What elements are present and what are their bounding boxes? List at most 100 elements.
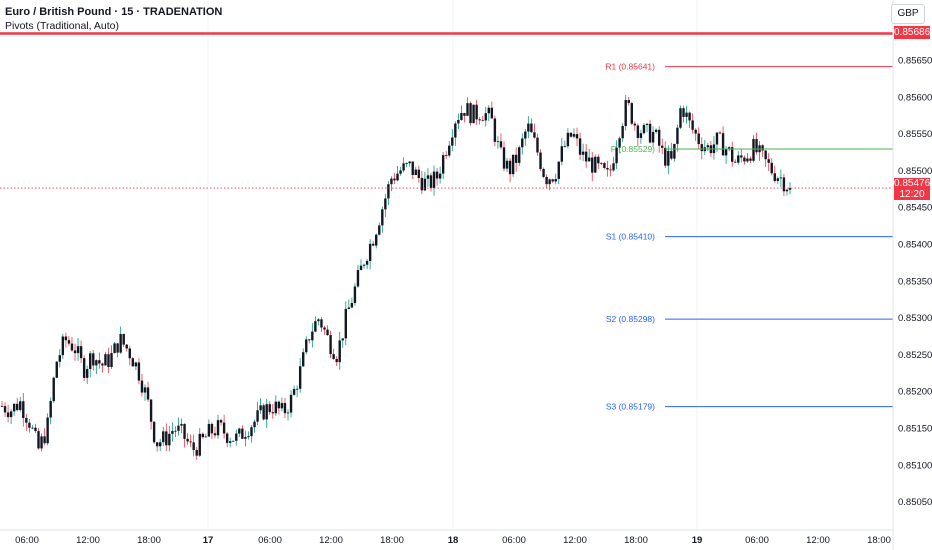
candle [58, 349, 62, 368]
candle [539, 149, 542, 172]
candle [490, 101, 494, 119]
price-tick-label: 0.85350 [898, 276, 932, 287]
currency-button[interactable]: GBP [891, 4, 925, 24]
candle [228, 437, 232, 448]
price-tick-label: 0.85450 [898, 203, 932, 214]
candle [557, 161, 560, 185]
candle [131, 356, 135, 367]
candle [280, 397, 284, 412]
candle [508, 158, 512, 183]
candle [52, 376, 55, 404]
candle [642, 123, 646, 135]
candle [496, 136, 500, 149]
candle [767, 152, 770, 171]
candle [636, 123, 640, 147]
pivot-lines-layer: R1 (0.85641) P (0.85529) S1 (0.85410) S2 (0… [605, 62, 893, 412]
candle [511, 154, 515, 177]
time-tick-label: 06:00 [15, 535, 39, 546]
candle [706, 143, 710, 152]
candle [700, 137, 703, 160]
candle [31, 425, 34, 430]
candle [61, 333, 65, 359]
candle [204, 433, 208, 438]
price-tick-label: 0.85500 [898, 166, 932, 177]
candle [326, 325, 329, 336]
candle [101, 362, 104, 373]
candle [460, 105, 463, 121]
candle [162, 426, 165, 446]
candle [79, 340, 83, 364]
candle [344, 301, 347, 346]
candle [168, 425, 171, 452]
candle [128, 345, 131, 366]
candle [639, 129, 643, 144]
candle [262, 403, 265, 421]
candle [289, 390, 293, 418]
candle [9, 408, 13, 424]
candle [110, 345, 113, 370]
candle [335, 356, 338, 366]
time-tick-label: 06:00 [502, 535, 526, 546]
candle [195, 446, 198, 460]
candle [152, 421, 156, 444]
candle [645, 123, 649, 133]
price-tick-label: 0.85550 [898, 129, 932, 140]
candle [332, 348, 335, 360]
candle [76, 337, 80, 361]
candle [22, 392, 25, 427]
candle [578, 132, 582, 160]
candle [730, 141, 734, 167]
candle [654, 128, 658, 134]
candle [740, 149, 743, 163]
candle [484, 106, 487, 127]
candle [177, 417, 180, 436]
day-tick-label: 19 [692, 535, 703, 546]
candle [688, 111, 691, 128]
candle [694, 128, 697, 141]
bar-countdown: 12:20 [899, 189, 925, 200]
candle [587, 148, 591, 162]
candle [353, 283, 357, 306]
candle [256, 401, 259, 426]
candle [302, 348, 305, 368]
candle [685, 105, 688, 124]
candle [192, 434, 195, 457]
chart-legend: Euro / British Pound · 15 · TRADENATION … [5, 6, 222, 33]
candle [232, 440, 235, 442]
chart-grid [207, 0, 698, 530]
time-tick-label: 18:00 [624, 535, 648, 546]
candle [378, 222, 381, 236]
candle [399, 166, 402, 176]
candle [405, 162, 408, 168]
candle [368, 239, 372, 270]
candle [159, 438, 162, 452]
candle [782, 173, 786, 197]
candle [268, 401, 271, 415]
candle [597, 154, 600, 170]
candle [493, 115, 497, 147]
candle [82, 355, 86, 382]
candle [633, 121, 637, 131]
candle [502, 141, 506, 172]
candle [445, 151, 448, 159]
candle [670, 142, 673, 161]
time-tick-label: 18:00 [137, 535, 161, 546]
candle [286, 409, 290, 421]
candle [216, 414, 220, 439]
candle [37, 428, 40, 450]
candle [749, 156, 752, 164]
time-axis: 06:00 12:00 18:00 17 06:00 12:00 18:00 18 06:00 1… [0, 529, 893, 546]
candle [277, 400, 281, 415]
time-tick-label: 06:00 [258, 535, 282, 546]
indicator-title[interactable]: Pivots (Traditional, Auto) [5, 20, 119, 32]
candle [408, 160, 411, 167]
candle [402, 157, 405, 173]
candle [679, 105, 682, 130]
symbol-title[interactable]: Euro / British Pound · 15 · TRADENATION [5, 6, 223, 18]
candle [384, 193, 387, 218]
candle [189, 434, 192, 447]
candle [198, 428, 201, 458]
candle [55, 360, 58, 379]
candle [271, 404, 274, 419]
